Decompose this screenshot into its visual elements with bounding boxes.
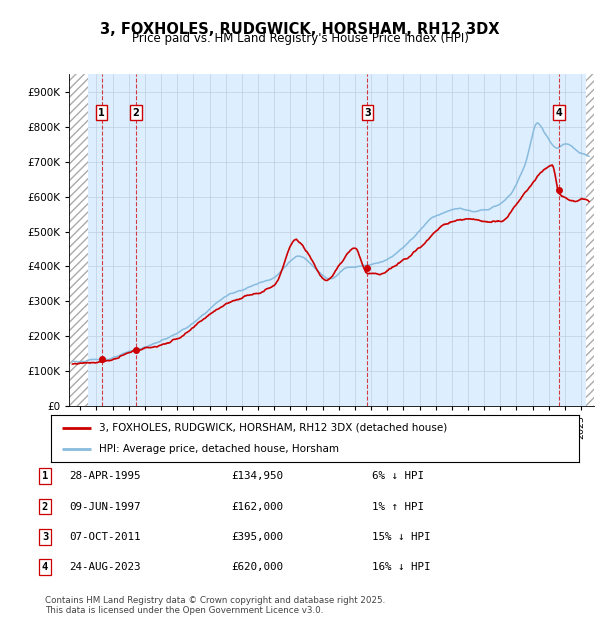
Text: 1% ↑ HPI: 1% ↑ HPI — [372, 502, 424, 512]
Text: 09-JUN-1997: 09-JUN-1997 — [69, 502, 140, 512]
Text: 3, FOXHOLES, RUDGWICK, HORSHAM, RH12 3DX (detached house): 3, FOXHOLES, RUDGWICK, HORSHAM, RH12 3DX… — [98, 423, 447, 433]
Bar — [69, 74, 88, 406]
Text: 6% ↓ HPI: 6% ↓ HPI — [372, 471, 424, 481]
Text: 3: 3 — [42, 532, 48, 542]
Text: £620,000: £620,000 — [231, 562, 283, 572]
Text: 2: 2 — [133, 108, 139, 118]
Text: 15% ↓ HPI: 15% ↓ HPI — [372, 532, 431, 542]
Text: 3, FOXHOLES, RUDGWICK, HORSHAM, RH12 3DX: 3, FOXHOLES, RUDGWICK, HORSHAM, RH12 3DX — [100, 22, 500, 37]
Text: 3: 3 — [364, 108, 371, 118]
Text: 1: 1 — [42, 471, 48, 481]
Text: 16% ↓ HPI: 16% ↓ HPI — [372, 562, 431, 572]
Text: 1: 1 — [98, 108, 105, 118]
Text: £162,000: £162,000 — [231, 502, 283, 512]
Text: 2: 2 — [42, 502, 48, 512]
Text: £134,950: £134,950 — [231, 471, 283, 481]
Text: HPI: Average price, detached house, Horsham: HPI: Average price, detached house, Hors… — [98, 445, 338, 454]
Text: Price paid vs. HM Land Registry's House Price Index (HPI): Price paid vs. HM Land Registry's House … — [131, 32, 469, 45]
Text: 24-AUG-2023: 24-AUG-2023 — [69, 562, 140, 572]
Text: Contains HM Land Registry data © Crown copyright and database right 2025.
This d: Contains HM Land Registry data © Crown c… — [45, 596, 385, 615]
Text: 28-APR-1995: 28-APR-1995 — [69, 471, 140, 481]
Bar — [586, 74, 594, 406]
Text: 4: 4 — [42, 562, 48, 572]
Text: £395,000: £395,000 — [231, 532, 283, 542]
Text: 4: 4 — [556, 108, 563, 118]
Text: 07-OCT-2011: 07-OCT-2011 — [69, 532, 140, 542]
